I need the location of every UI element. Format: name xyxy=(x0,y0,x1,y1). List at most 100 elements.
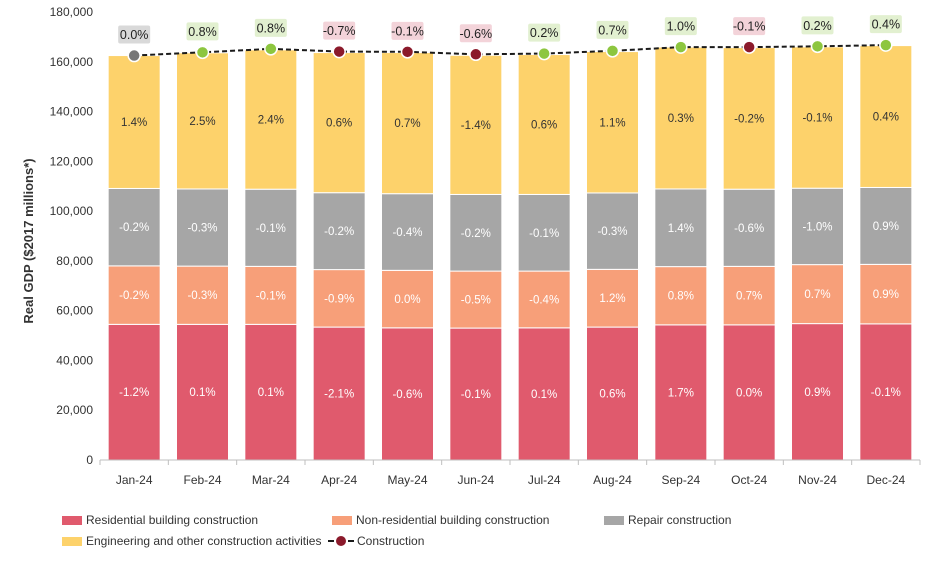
x-tick-label: Jun-24 xyxy=(457,473,494,487)
y-tick-label: 160,000 xyxy=(50,55,94,69)
bar-data-label-repair: -1.0% xyxy=(802,221,832,233)
bar-segment-repair xyxy=(449,193,503,272)
construction-data-label: -0.6% xyxy=(460,27,493,41)
bar-data-label-non-residential: 1.2% xyxy=(599,293,625,305)
bar-data-label-engineering: -1.4% xyxy=(461,120,491,132)
bar-data-label-non-residential: -0.4% xyxy=(529,294,559,306)
y-tick-label: 140,000 xyxy=(50,105,94,119)
x-tick-label: Nov-24 xyxy=(798,473,837,487)
legend-swatch-non-residential xyxy=(332,515,352,525)
chart-legend: Residential building construction Non-re… xyxy=(62,513,922,555)
construction-label-bg xyxy=(869,15,902,34)
bar-segment-non-residential xyxy=(791,264,844,325)
bar-segment-engineering xyxy=(312,52,366,194)
construction-label-bg xyxy=(664,17,697,36)
construction-marker xyxy=(879,38,893,52)
bar-data-label-non-residential: -0.2% xyxy=(119,290,149,302)
bar-segment-engineering xyxy=(107,55,161,189)
construction-label-bg xyxy=(596,20,629,39)
bars-layer: -1.2% -0.2% -0.2% 1.4% 0.1% -0.3% -0.3% 2.5% 0.1… xyxy=(107,45,913,461)
x-tick-label: Apr-24 xyxy=(321,473,357,487)
y-tick-label: 80,000 xyxy=(56,254,93,268)
bar-segment-non-residential xyxy=(654,266,708,326)
legend-item-construction: Construction xyxy=(328,534,424,548)
bar-segment-repair xyxy=(517,193,571,272)
legend-swatch-repair xyxy=(604,515,624,525)
bar-data-label-repair: -0.1% xyxy=(529,228,559,240)
bar-data-label-non-residential: 0.7% xyxy=(736,291,762,303)
construction-label-bg xyxy=(459,24,492,43)
bar-segment-non-residential xyxy=(449,270,503,329)
construction-marker xyxy=(400,45,415,59)
axis-layer: 0 20,000 40,000 60,000 80,000 100,000 120,000 1… xyxy=(21,5,921,487)
bar-data-label-non-residential: 0.0% xyxy=(394,294,420,306)
bar-segment-residential xyxy=(654,324,708,461)
bar-data-label-repair: 1.4% xyxy=(668,223,694,235)
bar-segment-residential xyxy=(312,326,366,461)
bar-data-label-repair: -0.2% xyxy=(461,228,491,240)
label-layer: 0.0% 0.8% 0.8% -0.7% -0.1% -0.6% 0.2% 0.7% 1.0% -… xyxy=(118,15,902,44)
bar-data-label-residential: 0.6% xyxy=(599,389,625,401)
bar-segment-non-residential xyxy=(517,270,571,329)
bar-data-label-engineering: 1.4% xyxy=(121,117,147,129)
y-tick-label: 100,000 xyxy=(50,204,94,218)
bar-data-label-residential: 0.1% xyxy=(258,387,284,399)
bar-data-label-non-residential: -0.1% xyxy=(256,290,286,302)
bar-segment-residential xyxy=(107,323,161,461)
construction-data-label: 0.8% xyxy=(188,25,217,39)
bar-data-label-engineering: 0.7% xyxy=(394,118,420,130)
bar-data-label-residential: 0.1% xyxy=(189,387,215,399)
construction-marker xyxy=(195,45,210,60)
bar-segment-non-residential xyxy=(586,268,639,328)
bar-data-label-residential: -2.1% xyxy=(324,389,354,401)
bar-segment-residential xyxy=(449,327,503,461)
construction-data-label: -0.7% xyxy=(323,24,356,38)
y-tick-label: 20,000 xyxy=(56,403,93,417)
construction-marker xyxy=(469,47,483,62)
bar-segment-repair xyxy=(381,193,434,271)
bar-data-label-non-residential: -0.5% xyxy=(461,295,491,307)
bar-segment-engineering xyxy=(176,52,229,190)
bar-segment-repair xyxy=(107,187,161,267)
x-tick-label: Oct-24 xyxy=(731,473,767,487)
bar-segment-repair xyxy=(722,188,776,267)
construction-marker xyxy=(127,48,141,63)
x-tick-label: Jan-24 xyxy=(116,473,153,487)
bar-segment-engineering xyxy=(517,54,571,195)
bar-segment-non-residential xyxy=(244,265,298,325)
construction-data-label: 0.7% xyxy=(598,23,627,37)
construction-label-bg xyxy=(118,25,151,44)
legend-item-residential: Residential building construction xyxy=(62,513,258,527)
bar-data-label-repair: -0.3% xyxy=(187,223,217,235)
construction-marker xyxy=(810,39,825,54)
construction-label-bg xyxy=(254,18,287,37)
construction-data-label: 0.2% xyxy=(803,19,832,33)
legend-item-engineering: Engineering and other construction activ… xyxy=(62,534,321,548)
bar-data-label-residential: 0.1% xyxy=(531,389,557,401)
bar-data-label-engineering: 0.4% xyxy=(873,112,899,124)
bar-segment-non-residential xyxy=(722,265,776,326)
bar-segment-engineering xyxy=(859,45,913,188)
bar-segment-repair xyxy=(176,188,229,267)
construction-marker xyxy=(537,46,551,61)
bar-data-label-engineering: 0.3% xyxy=(668,113,694,125)
legend-label-non-residential: Non-residential building construction xyxy=(356,513,550,527)
y-tick-label: 120,000 xyxy=(50,154,94,168)
bar-data-label-repair: -0.1% xyxy=(256,223,286,235)
legend-item-repair: Repair construction xyxy=(604,513,731,527)
legend-label-engineering: Engineering and other construction activ… xyxy=(86,534,322,548)
bar-data-label-repair: -0.4% xyxy=(392,227,422,239)
bar-data-label-residential: 0.9% xyxy=(804,387,830,399)
line-layer xyxy=(127,38,893,63)
bar-segment-repair xyxy=(654,188,708,268)
bar-data-label-engineering: -0.2% xyxy=(734,113,764,125)
bar-data-label-non-residential: 0.7% xyxy=(804,289,830,301)
construction-marker xyxy=(332,44,346,59)
bar-data-label-non-residential: 0.8% xyxy=(668,291,694,303)
y-tick-label: 60,000 xyxy=(56,304,93,318)
bar-segment-residential xyxy=(381,327,434,461)
bar-segment-repair xyxy=(244,188,298,267)
bar-data-label-repair: 0.9% xyxy=(873,221,899,233)
construction-label-bg xyxy=(801,16,834,35)
